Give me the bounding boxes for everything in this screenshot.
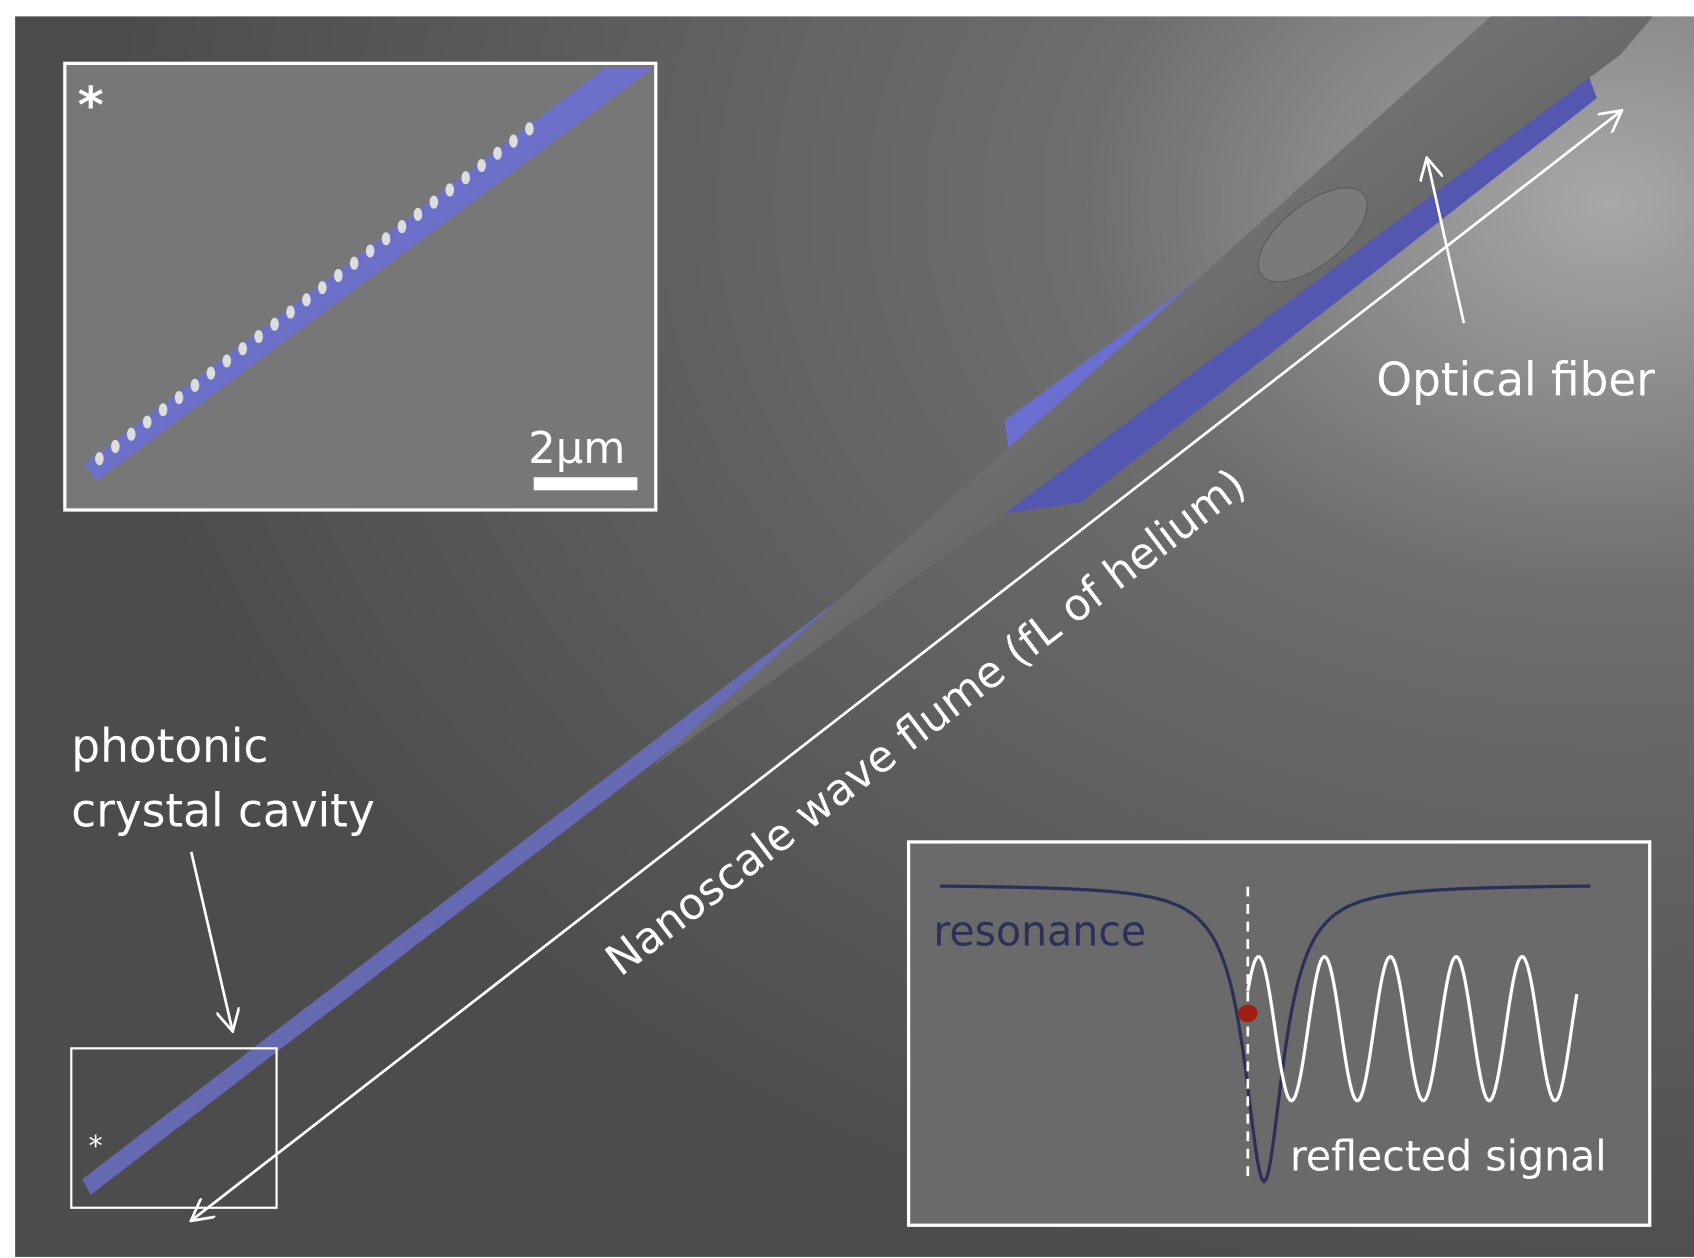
hole bbox=[429, 195, 439, 209]
hole bbox=[158, 403, 168, 417]
hole bbox=[126, 427, 136, 441]
hole bbox=[413, 207, 423, 221]
zoom-region-box bbox=[70, 1047, 278, 1209]
scale-bar bbox=[533, 477, 638, 491]
hole bbox=[286, 305, 295, 319]
reflected-signal-curve bbox=[1246, 954, 1579, 1103]
hole bbox=[222, 354, 232, 368]
hole bbox=[95, 452, 104, 466]
hole bbox=[365, 244, 375, 258]
hole bbox=[525, 122, 534, 136]
hole bbox=[190, 378, 200, 392]
hole bbox=[206, 366, 216, 380]
hole bbox=[318, 281, 327, 295]
hole bbox=[381, 232, 391, 246]
resonance-label: resonance bbox=[933, 907, 1146, 955]
hole bbox=[509, 134, 518, 148]
hole bbox=[174, 391, 184, 405]
scale-bar-label: 2µm bbox=[528, 424, 625, 474]
hole bbox=[477, 158, 486, 173]
inset-marker: * bbox=[78, 76, 104, 134]
hole bbox=[270, 317, 279, 331]
photonic-label-line1: photonic bbox=[71, 720, 268, 773]
signal-inset: resonance reflected signal bbox=[906, 840, 1652, 1227]
reflected-signal-label: reflected signal bbox=[1290, 1132, 1607, 1180]
flume-double-arrow bbox=[192, 111, 1620, 1219]
photonic-label-line2: crystal cavity bbox=[71, 784, 375, 837]
hole bbox=[142, 415, 152, 429]
fiber-arrow bbox=[1427, 159, 1466, 324]
hole bbox=[461, 171, 470, 185]
hole bbox=[397, 220, 407, 234]
hole bbox=[110, 439, 120, 453]
hole bbox=[349, 256, 359, 270]
resonance-curve bbox=[939, 884, 1591, 1184]
optical-fiber-label: Optical fiber bbox=[1376, 353, 1655, 406]
hole bbox=[254, 329, 263, 344]
hole bbox=[445, 183, 455, 197]
hole bbox=[333, 268, 343, 282]
operating-point bbox=[1238, 1004, 1258, 1023]
sem-inset: * 2µm bbox=[63, 61, 658, 512]
hole bbox=[493, 146, 502, 160]
hole bbox=[238, 342, 248, 356]
photonic-arrow bbox=[189, 851, 232, 1030]
zoom-region-marker: * bbox=[89, 1129, 103, 1162]
hole bbox=[302, 293, 311, 307]
